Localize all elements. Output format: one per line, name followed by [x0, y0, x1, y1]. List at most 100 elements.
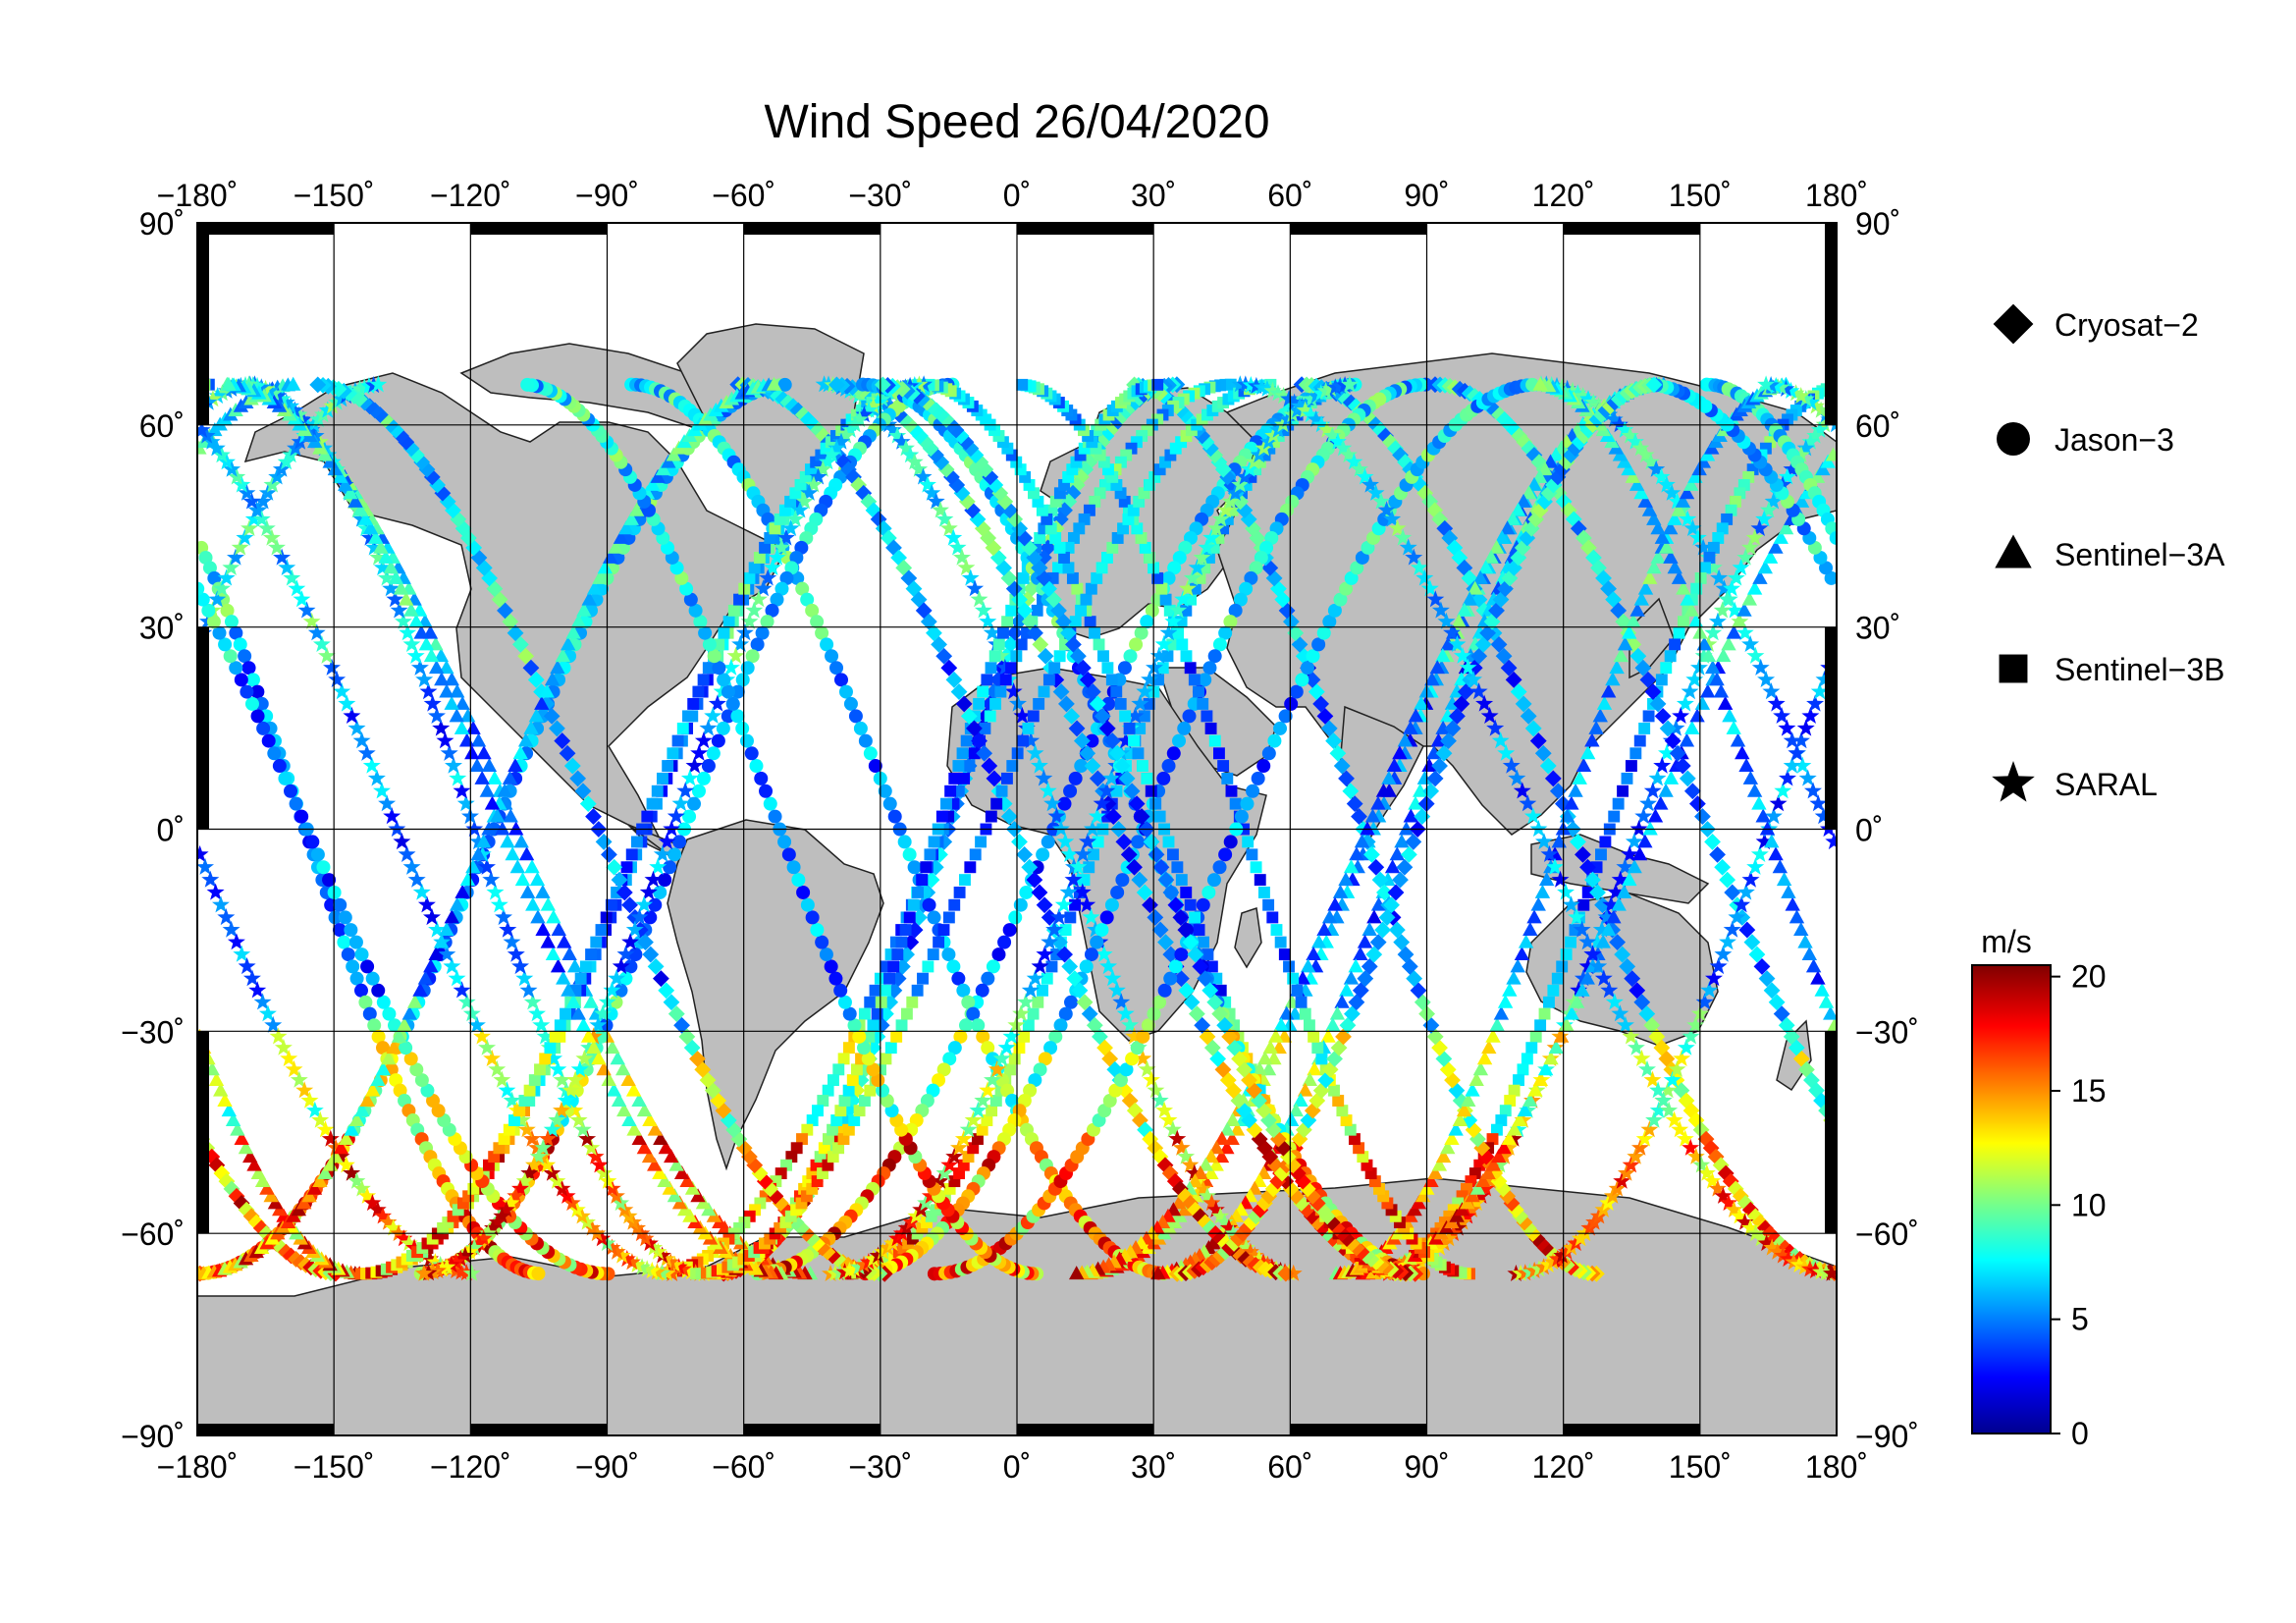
track-marker	[1224, 1131, 1240, 1146]
track-marker	[1642, 821, 1658, 836]
track-marker	[454, 519, 472, 537]
track-marker	[1006, 760, 1019, 773]
track-marker	[880, 960, 892, 973]
track-marker	[820, 442, 832, 455]
track-marker	[511, 1179, 529, 1197]
track-marker	[544, 672, 561, 686]
track-marker	[357, 511, 374, 525]
track-marker	[1219, 1121, 1236, 1136]
track-marker	[989, 1095, 1002, 1107]
track-marker	[1360, 821, 1375, 836]
track-marker	[1206, 873, 1221, 888]
track-marker	[309, 376, 327, 394]
track-marker	[1150, 1266, 1166, 1280]
track-marker	[875, 996, 887, 1008]
track-marker	[398, 433, 415, 451]
track-marker	[1461, 1182, 1472, 1195]
track-marker	[1123, 649, 1138, 664]
track-marker	[1452, 1111, 1468, 1126]
track-marker	[1774, 782, 1792, 799]
track-marker	[1572, 1229, 1589, 1247]
track-marker	[638, 1260, 657, 1277]
track-marker	[708, 694, 726, 712]
track-marker	[1108, 744, 1126, 762]
track-marker	[1085, 733, 1099, 748]
track-marker	[722, 616, 735, 628]
track-marker	[1700, 683, 1716, 698]
track-marker	[1189, 582, 1201, 595]
track-marker	[388, 569, 404, 584]
track-marker	[1468, 1194, 1486, 1212]
track-marker	[449, 769, 467, 786]
track-marker	[376, 1041, 391, 1055]
track-marker	[1004, 1063, 1016, 1076]
track-marker	[1640, 1120, 1659, 1138]
track-marker	[1136, 430, 1148, 442]
track-marker	[328, 1149, 344, 1163]
track-marker	[961, 995, 976, 1009]
track-marker	[362, 756, 381, 774]
track-marker	[1444, 720, 1462, 737]
track-marker	[484, 795, 501, 810]
track-marker	[233, 1195, 250, 1212]
track-marker	[1524, 720, 1542, 737]
track-marker	[603, 981, 621, 999]
track-marker	[312, 1173, 328, 1188]
track-marker	[473, 844, 492, 862]
figure-title: Wind Speed 26/04/2020	[764, 96, 1269, 148]
track-marker	[594, 1004, 613, 1022]
track-marker	[423, 908, 441, 926]
track-marker	[1764, 807, 1783, 825]
track-marker	[1535, 833, 1553, 850]
track-marker	[770, 592, 784, 607]
track-marker	[1447, 1204, 1460, 1217]
track-marker	[1026, 969, 1044, 987]
track-marker	[1437, 612, 1456, 629]
track-marker	[1108, 1083, 1123, 1098]
track-marker	[1631, 1138, 1649, 1156]
track-marker	[1311, 637, 1326, 652]
track-marker	[1193, 685, 1204, 698]
track-marker	[760, 615, 774, 629]
track-marker	[779, 570, 794, 585]
track-marker	[1085, 582, 1097, 595]
track-marker	[595, 924, 608, 937]
track-marker	[1588, 720, 1604, 734]
track-marker	[1010, 456, 1023, 468]
track-marker	[1150, 1091, 1169, 1109]
track-marker	[635, 895, 654, 913]
track-marker	[1295, 996, 1308, 1008]
track-marker	[1500, 659, 1518, 676]
track-marker	[1798, 769, 1817, 786]
track-marker	[1302, 406, 1320, 423]
track-marker	[355, 378, 374, 396]
track-marker	[248, 981, 267, 999]
track-marker	[1673, 1082, 1690, 1100]
track-marker	[1147, 909, 1164, 926]
track-marker	[1537, 461, 1553, 476]
track-marker	[1225, 1235, 1243, 1252]
track-marker	[1329, 744, 1347, 762]
track-marker	[952, 784, 965, 797]
track-marker	[1658, 743, 1676, 761]
track-marker	[1764, 492, 1783, 510]
track-marker	[1422, 783, 1440, 800]
track-marker	[1746, 857, 1765, 875]
track-marker	[1757, 375, 1775, 393]
track-marker	[1556, 960, 1569, 973]
track-marker	[1249, 561, 1263, 575]
track-marker	[1574, 387, 1592, 405]
track-marker	[522, 659, 540, 676]
track-marker	[413, 624, 429, 639]
track-marker	[1551, 972, 1564, 985]
track-marker	[855, 1255, 873, 1272]
track-marker	[1344, 1123, 1357, 1136]
track-marker	[1047, 671, 1065, 688]
track-marker	[1036, 504, 1048, 516]
track-marker	[1621, 426, 1639, 444]
track-marker	[1152, 858, 1170, 876]
track-marker	[1772, 378, 1790, 396]
track-marker	[1187, 1173, 1203, 1188]
track-marker	[800, 483, 819, 501]
track-marker	[1267, 733, 1282, 748]
